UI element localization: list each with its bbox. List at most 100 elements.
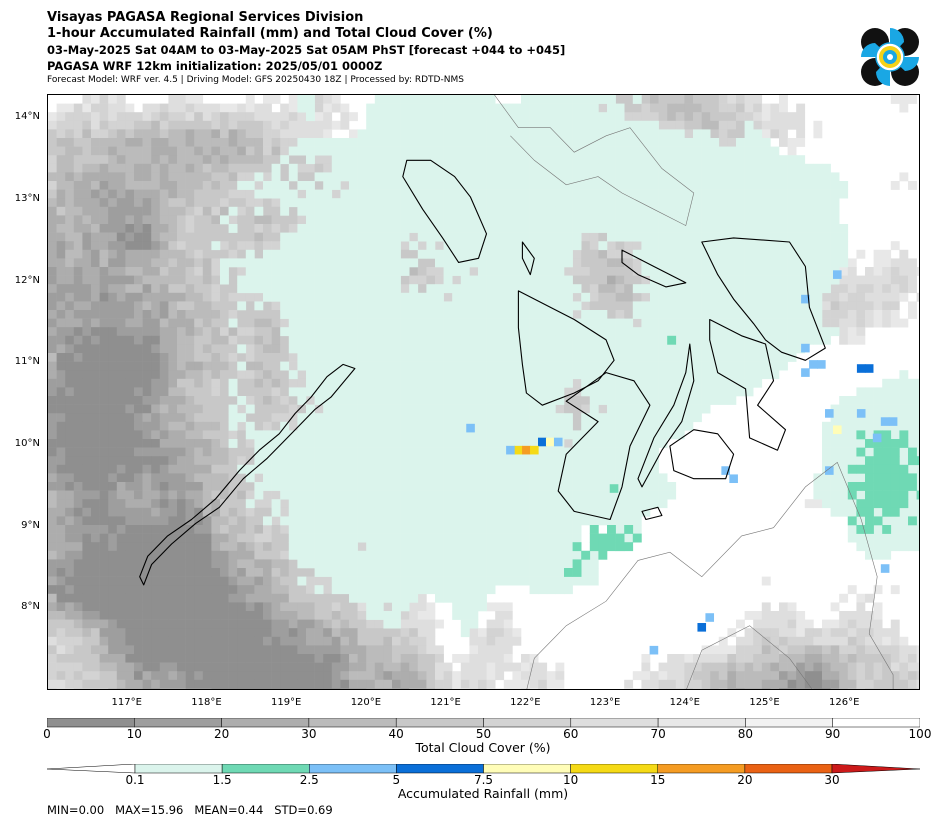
cloud-colorbar-tick: 40	[388, 727, 404, 741]
admin-border	[494, 95, 695, 227]
rain-cell	[721, 466, 730, 475]
rain-colorbar-tick: 7.5	[473, 773, 494, 787]
rain-cell	[801, 294, 810, 304]
longitude-tick-label: 123°E	[589, 697, 621, 708]
coastline	[669, 429, 735, 480]
rain-cell	[856, 409, 866, 418]
rain-cell	[545, 437, 555, 447]
coastline	[637, 343, 695, 488]
model-info: Forecast Model: WRF ver. 4.5 | Driving M…	[47, 75, 464, 85]
rain-layer	[466, 270, 898, 655]
rain-cell	[522, 445, 531, 455]
cloud-colorbar-tick: 0	[43, 727, 51, 741]
rain-cell	[538, 437, 547, 447]
rain-cell	[705, 613, 715, 622]
cloud-colorbar-title: Total Cloud Cover (%)	[415, 740, 551, 755]
latitude-tick-label: 14°N	[14, 111, 40, 123]
rain-cell	[514, 445, 523, 455]
max-label: MAX=	[115, 803, 151, 817]
rain-cell	[880, 564, 890, 573]
longitude-tick-label: 125°E	[749, 697, 780, 708]
coastline	[557, 372, 651, 521]
rain-cell	[609, 484, 619, 493]
cloud-colorbar-segment	[395, 718, 484, 728]
rain-colorbar-segment	[744, 764, 833, 774]
rain-colorbar-title: Accumulated Rainfall (mm)	[397, 786, 569, 801]
admin-border	[686, 625, 813, 689]
longitude-tick-label: 124°E	[669, 697, 700, 708]
rain-colorbar-over-arrow	[831, 764, 920, 774]
rain-colorbar-tick: 1.5	[212, 773, 232, 787]
rain-colorbar-segment	[483, 764, 571, 774]
rainfall-colorbar	[47, 764, 920, 774]
coastline	[621, 249, 687, 288]
cloud-colorbar-tick: 90	[825, 727, 841, 741]
latitude-tick-label: 12°N	[14, 274, 40, 286]
coastline-layer	[139, 159, 826, 586]
rain-colorbar-segment	[570, 764, 658, 774]
rain-colorbar-segment	[309, 764, 397, 774]
rain-colorbar-tick: 2.5	[299, 773, 319, 787]
cloud-colorbar-tick: 80	[737, 727, 754, 741]
rain-colorbar-tick: 20	[737, 773, 753, 787]
rain-colorbar-tick: 0.1	[125, 773, 145, 787]
longitude-tick-label: 119°E	[270, 697, 302, 708]
rain-colorbar-segment	[221, 764, 310, 774]
cloud-cover-layer	[48, 95, 919, 689]
pagasa-logo-icon	[861, 28, 919, 86]
rain-cell	[817, 360, 826, 369]
longitude-tick-label: 118°E	[191, 697, 222, 708]
cloud-colorbar-segment	[47, 718, 135, 728]
cloud-cover-colorbar	[47, 718, 920, 728]
rain-cell	[856, 364, 866, 373]
rain-cell	[530, 445, 539, 455]
rain-cell	[809, 360, 818, 369]
cloud-colorbar-segment	[570, 718, 659, 728]
rain-colorbar-segment	[657, 764, 746, 774]
cloud-colorbar-segment	[745, 718, 833, 728]
coastline	[521, 241, 535, 276]
rain-cell	[825, 409, 834, 418]
rain-colorbar-tick: 30	[824, 773, 840, 787]
min-value: 0.00	[78, 803, 105, 817]
mean-label: MEAN=	[194, 803, 238, 817]
coastline	[641, 506, 663, 521]
cloud-colorbar-tick: 60	[563, 727, 579, 741]
coastline	[139, 363, 356, 586]
latitude-tick-label: 9°N	[21, 519, 40, 531]
map-subtitle: 1-hour Accumulated Rainfall (mm) and Tot…	[47, 26, 493, 41]
rain-cell	[466, 423, 475, 433]
rain-colorbar-tick: 15	[650, 773, 666, 787]
cloud-colorbar-tick: 50	[475, 727, 492, 741]
mean-value: 0.44	[237, 803, 264, 817]
latitude-tick-label: 8°N	[21, 601, 40, 613]
model-initialization: PAGASA WRF 12km initialization: 2025/05/…	[47, 59, 383, 73]
cloud-colorbar-tick: 100	[908, 727, 932, 741]
rainfall-cloud-map	[47, 94, 920, 690]
rain-cell	[506, 445, 515, 455]
longitude-tick-label: 122°E	[510, 697, 541, 708]
rain-cell	[880, 417, 890, 426]
province-border-layer	[494, 95, 894, 689]
max-value: 15.96	[150, 803, 184, 817]
std-label: STD=	[274, 803, 308, 817]
light-rain-layer	[211, 95, 919, 638]
rain-colorbar-under-arrow	[47, 764, 136, 774]
rain-cell	[825, 466, 834, 475]
cloud-colorbar-segment	[221, 718, 310, 728]
coastline	[701, 237, 826, 361]
latitude-tick-label: 13°N	[14, 193, 40, 205]
cloud-colorbar-tick: 30	[301, 727, 317, 741]
rain-cell	[801, 343, 810, 353]
coastline	[402, 159, 488, 263]
rain-cell	[553, 437, 563, 447]
rain-colorbar-segment	[396, 764, 484, 774]
cloud-colorbar-segment	[657, 718, 746, 728]
longitude-tick-label: 126°E	[829, 697, 860, 708]
map-title: Visayas PAGASA Regional Services Divisio…	[47, 10, 364, 25]
rain-cell	[864, 364, 874, 373]
coastline	[709, 318, 787, 451]
rain-cell	[832, 425, 842, 435]
cloud-colorbar-segment	[832, 718, 920, 728]
rain-cell	[729, 474, 738, 484]
